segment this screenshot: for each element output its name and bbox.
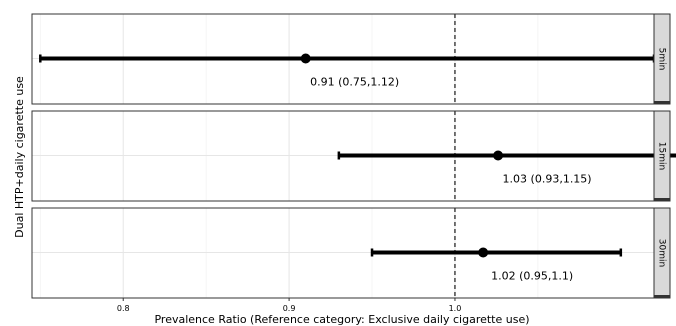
estimate-label: 0.91 (0.75,1.12) — [310, 76, 399, 89]
strip-shadow — [654, 198, 670, 201]
strip-shadow — [654, 101, 670, 104]
facet-strip-label: 30min — [657, 239, 667, 267]
point-estimate — [493, 150, 504, 161]
x-tick-label: 0.8 — [117, 304, 130, 313]
estimate-label: 1.02 (0.95,1.1) — [491, 270, 573, 283]
x-axis-label: Prevalence Ratio (Reference category: Ex… — [154, 313, 529, 326]
x-tick-label: 1.0 — [449, 304, 462, 313]
estimate-label: 1.03 (0.93,1.15) — [503, 173, 592, 186]
panel: 0.91 (0.75,1.12) 5min — [31, 13, 671, 105]
strip-shadow — [654, 295, 670, 298]
x-tick-label: 0.9 — [283, 304, 296, 313]
facet-strip-label: 15min — [657, 142, 667, 170]
y-axis-label: Dual HTP+daily cigarette use — [13, 76, 26, 238]
panel: 1.03 (0.93,1.15) 15min — [31, 110, 676, 202]
facet-strip-label: 5min — [657, 48, 667, 71]
panel: 1.02 (0.95,1.1) 30min — [31, 207, 671, 299]
point-estimate — [300, 53, 311, 64]
point-estimate — [478, 247, 489, 258]
